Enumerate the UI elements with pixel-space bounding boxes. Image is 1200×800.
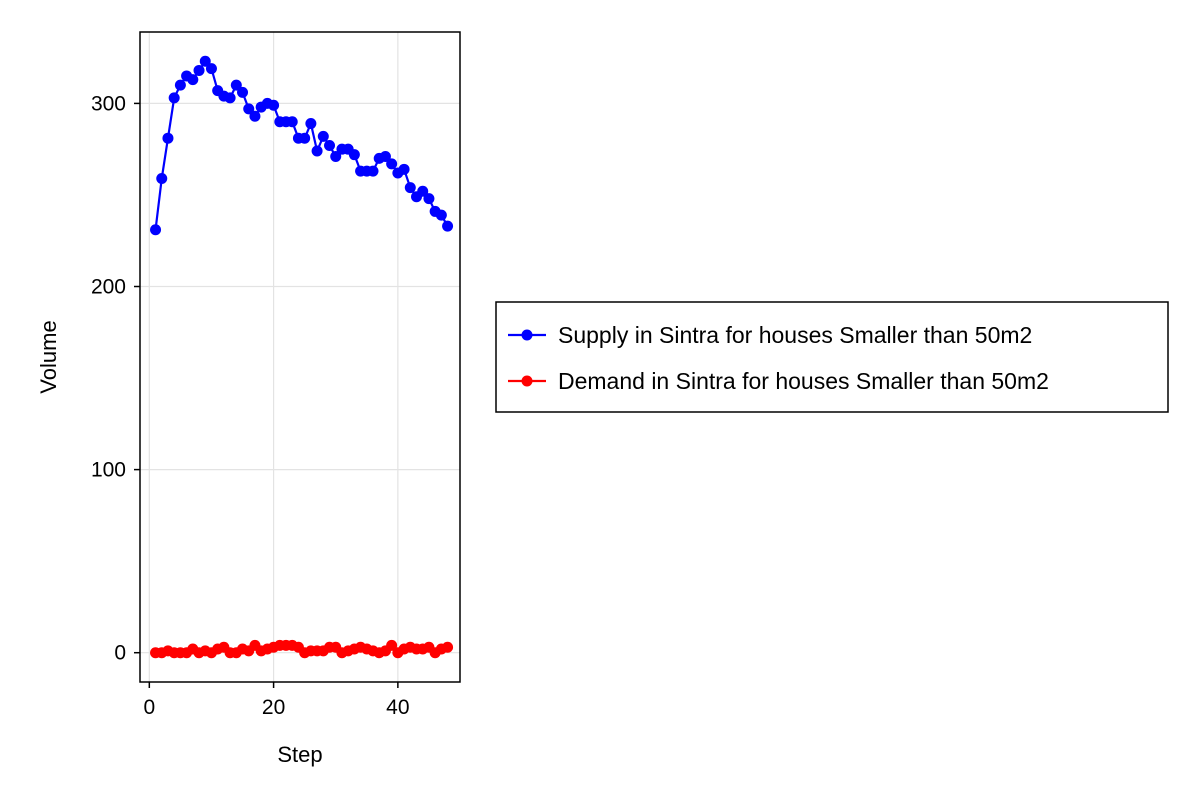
data-point <box>324 140 336 152</box>
legend: Supply in Sintra for houses Smaller than… <box>495 301 1169 413</box>
series-2 <box>150 639 454 659</box>
legend-item: Supply in Sintra for houses Smaller than… <box>508 322 1032 348</box>
data-point <box>435 209 447 221</box>
data-point <box>398 163 410 175</box>
data-point <box>305 118 317 130</box>
data-point <box>417 185 429 197</box>
x-tick-label: 40 <box>386 696 409 719</box>
legend-marker <box>521 329 533 341</box>
data-point <box>237 86 249 98</box>
series-layer <box>150 55 454 659</box>
y-tick-label: 100 <box>91 459 126 482</box>
data-point <box>386 639 398 651</box>
data-point <box>442 220 454 232</box>
data-point <box>187 74 199 86</box>
data-point <box>311 145 323 157</box>
x-tick-label: 20 <box>262 696 285 719</box>
data-point <box>243 103 255 115</box>
data-point <box>193 64 205 76</box>
x-tick-label: 0 <box>143 696 155 719</box>
data-point <box>224 92 236 104</box>
x-axis: 0 20 40 <box>143 682 410 719</box>
legend-item: Demand in Sintra for houses Smaller than… <box>508 368 1049 394</box>
y-tick-label: 200 <box>91 276 126 299</box>
data-point <box>205 63 217 75</box>
y-tick-label: 300 <box>91 92 126 115</box>
data-point <box>348 149 360 161</box>
data-point <box>199 55 211 67</box>
data-point <box>156 172 168 184</box>
data-point <box>286 116 298 128</box>
data-point <box>249 110 261 122</box>
data-point <box>168 92 180 104</box>
data-point <box>174 79 186 91</box>
data-point <box>268 99 280 111</box>
plot-frame <box>139 31 461 683</box>
y-tick-label: 0 <box>114 642 126 665</box>
data-point <box>162 132 174 144</box>
data-point <box>299 132 311 144</box>
data-point <box>404 182 416 194</box>
legend-label: Demand in Sintra for houses Smaller than… <box>558 368 1049 394</box>
data-point <box>367 165 379 177</box>
gridlines <box>140 32 460 682</box>
data-point <box>386 158 398 170</box>
x-axis-title: Step <box>277 742 322 767</box>
series-1 <box>150 55 454 236</box>
data-point <box>423 193 435 205</box>
legend-label: Supply in Sintra for houses Smaller than… <box>558 322 1032 348</box>
data-point <box>330 151 342 163</box>
data-point <box>379 151 391 163</box>
data-point <box>230 79 242 91</box>
legend-marker <box>521 375 533 387</box>
data-point <box>317 130 329 142</box>
y-axis-title: Volume <box>36 320 61 393</box>
series-line <box>154 60 449 230</box>
y-axis: 0 100 200 300 <box>91 92 140 665</box>
data-point <box>150 224 162 236</box>
data-point <box>442 641 454 653</box>
legend-frame <box>495 301 1169 413</box>
